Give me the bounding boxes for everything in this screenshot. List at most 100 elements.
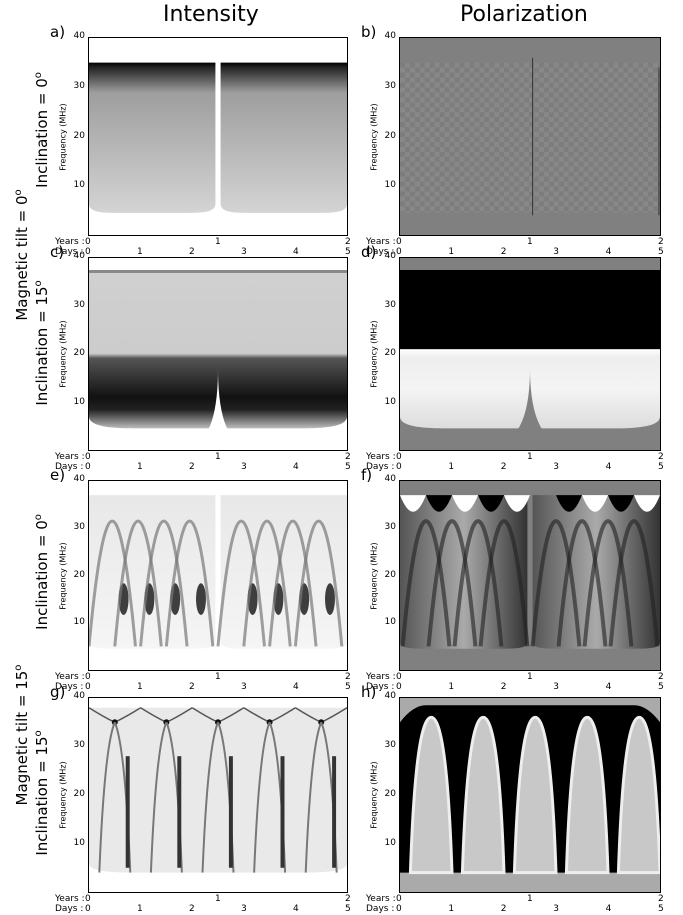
panel-c-day-tick: 2 <box>189 462 195 472</box>
panel-d-ytick: 30 <box>384 299 396 310</box>
panel-g-day-tick: 3 <box>241 904 247 914</box>
panel-f-day-tick: 5 <box>658 682 664 692</box>
panel-b-day-tick: 1 <box>448 247 455 257</box>
panel-d-day-tick: 2 <box>500 462 507 472</box>
panel-h-day-tick: 0 <box>396 904 402 914</box>
panel-h-day-tick: 5 <box>658 904 664 914</box>
panel-f-day-tick: 0 <box>396 682 402 692</box>
panel-c-day-tick: 3 <box>241 462 247 472</box>
panel-c-ytick: 20 <box>73 348 85 358</box>
panel-b-ytick: 30 <box>384 80 396 91</box>
panel-h-ytick: 40 <box>384 691 396 701</box>
panel-d-year-tick: 1 <box>527 452 533 462</box>
panel-h-ylabel: Frequency (MHz) <box>369 761 379 829</box>
panel-e-day-tick: 0 <box>85 682 91 692</box>
panel-e-ytick: 20 <box>73 569 85 580</box>
panel-d-ytick: 10 <box>384 396 396 407</box>
panel-d-image <box>400 258 660 450</box>
panel-d-plot <box>399 257 661 451</box>
panel-c-label: c) <box>50 243 65 261</box>
panel-b-days-label: Days : <box>366 247 395 257</box>
panel-e-day-tick: 3 <box>241 682 247 692</box>
panel-c-day-tick: 5 <box>345 462 351 472</box>
panel-a-year-tick: 0 <box>85 237 91 247</box>
panel-h-day-tick: 2 <box>500 904 507 914</box>
panel-h-ytick: 30 <box>384 740 396 750</box>
panel-h-year-tick: 1 <box>527 894 533 904</box>
panel-h-image <box>400 698 660 892</box>
panel-c-ytick: 40 <box>73 251 85 261</box>
panel-b-day-tick: 2 <box>500 247 507 257</box>
panel-a-ylabel: Frequency (MHz) <box>58 102 68 171</box>
panel-f-day-tick: 2 <box>500 682 507 692</box>
magnetic-tilt-0-label: Magnetic tilt = 0o <box>13 189 31 321</box>
panel-b-ytick: 10 <box>384 180 396 191</box>
panel-d-years-label: Years : <box>366 452 396 462</box>
panel-b-year-tick: 1 <box>527 237 533 247</box>
panel-b-plot <box>399 37 661 236</box>
panel-a-ytick: 40 <box>73 31 85 41</box>
panel-e-year-tick: 1 <box>215 672 221 682</box>
panel-c-day-tick: 1 <box>137 462 143 472</box>
column-title-polarization: Polarization <box>460 2 588 27</box>
panel-f-image <box>400 481 660 670</box>
panel-b-day-tick: 4 <box>605 247 612 257</box>
panel-a-days-label: Days : <box>55 247 84 257</box>
panel-e-ylabel: Frequency (MHz) <box>58 541 68 610</box>
panel-e-day-tick: 5 <box>345 682 351 692</box>
panel-b-day-tick: 3 <box>553 247 559 257</box>
panel-b-label: b) <box>361 23 377 41</box>
panel-a-ytick: 30 <box>73 80 85 91</box>
panel-e-day-tick: 1 <box>137 682 143 692</box>
panel-a-ytick: 20 <box>73 130 85 141</box>
panel-b-years-label: Years : <box>366 237 396 247</box>
panel-f-day-tick: 4 <box>605 682 612 692</box>
panel-e-days-label: Days : <box>55 682 84 692</box>
panel-h-day-tick: 1 <box>448 904 455 914</box>
panel-g-day-tick: 2 <box>189 904 195 914</box>
panel-a-year-tick: 2 <box>345 237 351 247</box>
panel-b-day-tick: 0 <box>396 247 402 257</box>
panel-e-ytick: 40 <box>73 474 85 484</box>
inclination-label-row3: Inclination = 0o <box>33 514 51 630</box>
panel-d-day-tick: 1 <box>448 462 455 472</box>
panel-c-ytick: 10 <box>73 396 85 407</box>
panel-g-year-tick: 2 <box>345 894 351 904</box>
panel-e-years-label: Years : <box>55 672 85 682</box>
panel-f-plot <box>399 480 661 671</box>
inclination-label-row1: Inclination = 0o <box>33 72 51 188</box>
panel-f-ytick: 30 <box>384 521 396 532</box>
panel-g-ytick: 20 <box>73 789 85 799</box>
panel-g-day-tick: 1 <box>137 904 143 914</box>
panel-h-day-tick: 3 <box>553 904 559 914</box>
magnetic-tilt-15-label: Magnetic tilt = 15o <box>13 664 31 806</box>
panel-d-day-tick: 4 <box>605 462 612 472</box>
panel-c-ytick: 30 <box>73 299 85 310</box>
panel-c-year-tick: 2 <box>345 452 351 462</box>
panel-e-plot <box>88 480 348 671</box>
panel-f-year-tick: 1 <box>527 672 533 682</box>
panel-h-plot <box>399 697 661 893</box>
panel-g-ytick: 30 <box>73 740 85 750</box>
panel-f-ytick: 40 <box>384 474 396 484</box>
panel-h-day-tick: 4 <box>605 904 612 914</box>
panel-c-day-tick: 0 <box>85 462 91 472</box>
panel-d-day-tick: 5 <box>658 462 664 472</box>
panel-g-image <box>89 698 347 892</box>
panel-f-label: f) <box>361 466 373 484</box>
panel-g-ytick: 40 <box>73 691 85 701</box>
panel-d-ytick: 40 <box>384 251 396 261</box>
panel-e-year-tick: 0 <box>85 672 91 682</box>
panel-d-year-tick: 0 <box>396 452 402 462</box>
panel-c-day-tick: 4 <box>293 462 299 472</box>
panel-c-image <box>89 258 347 450</box>
panel-a-day-tick: 1 <box>137 247 143 257</box>
panel-b-image <box>400 38 660 235</box>
panel-d-ytick: 20 <box>384 348 396 358</box>
panel-h-ytick: 20 <box>384 789 396 799</box>
panel-h-days-label: Days : <box>366 904 395 914</box>
panel-e-day-tick: 2 <box>189 682 195 692</box>
panel-g-day-tick: 4 <box>293 904 299 914</box>
panel-f-ylabel: Frequency (MHz) <box>369 541 379 610</box>
panel-g-day-tick: 5 <box>345 904 351 914</box>
